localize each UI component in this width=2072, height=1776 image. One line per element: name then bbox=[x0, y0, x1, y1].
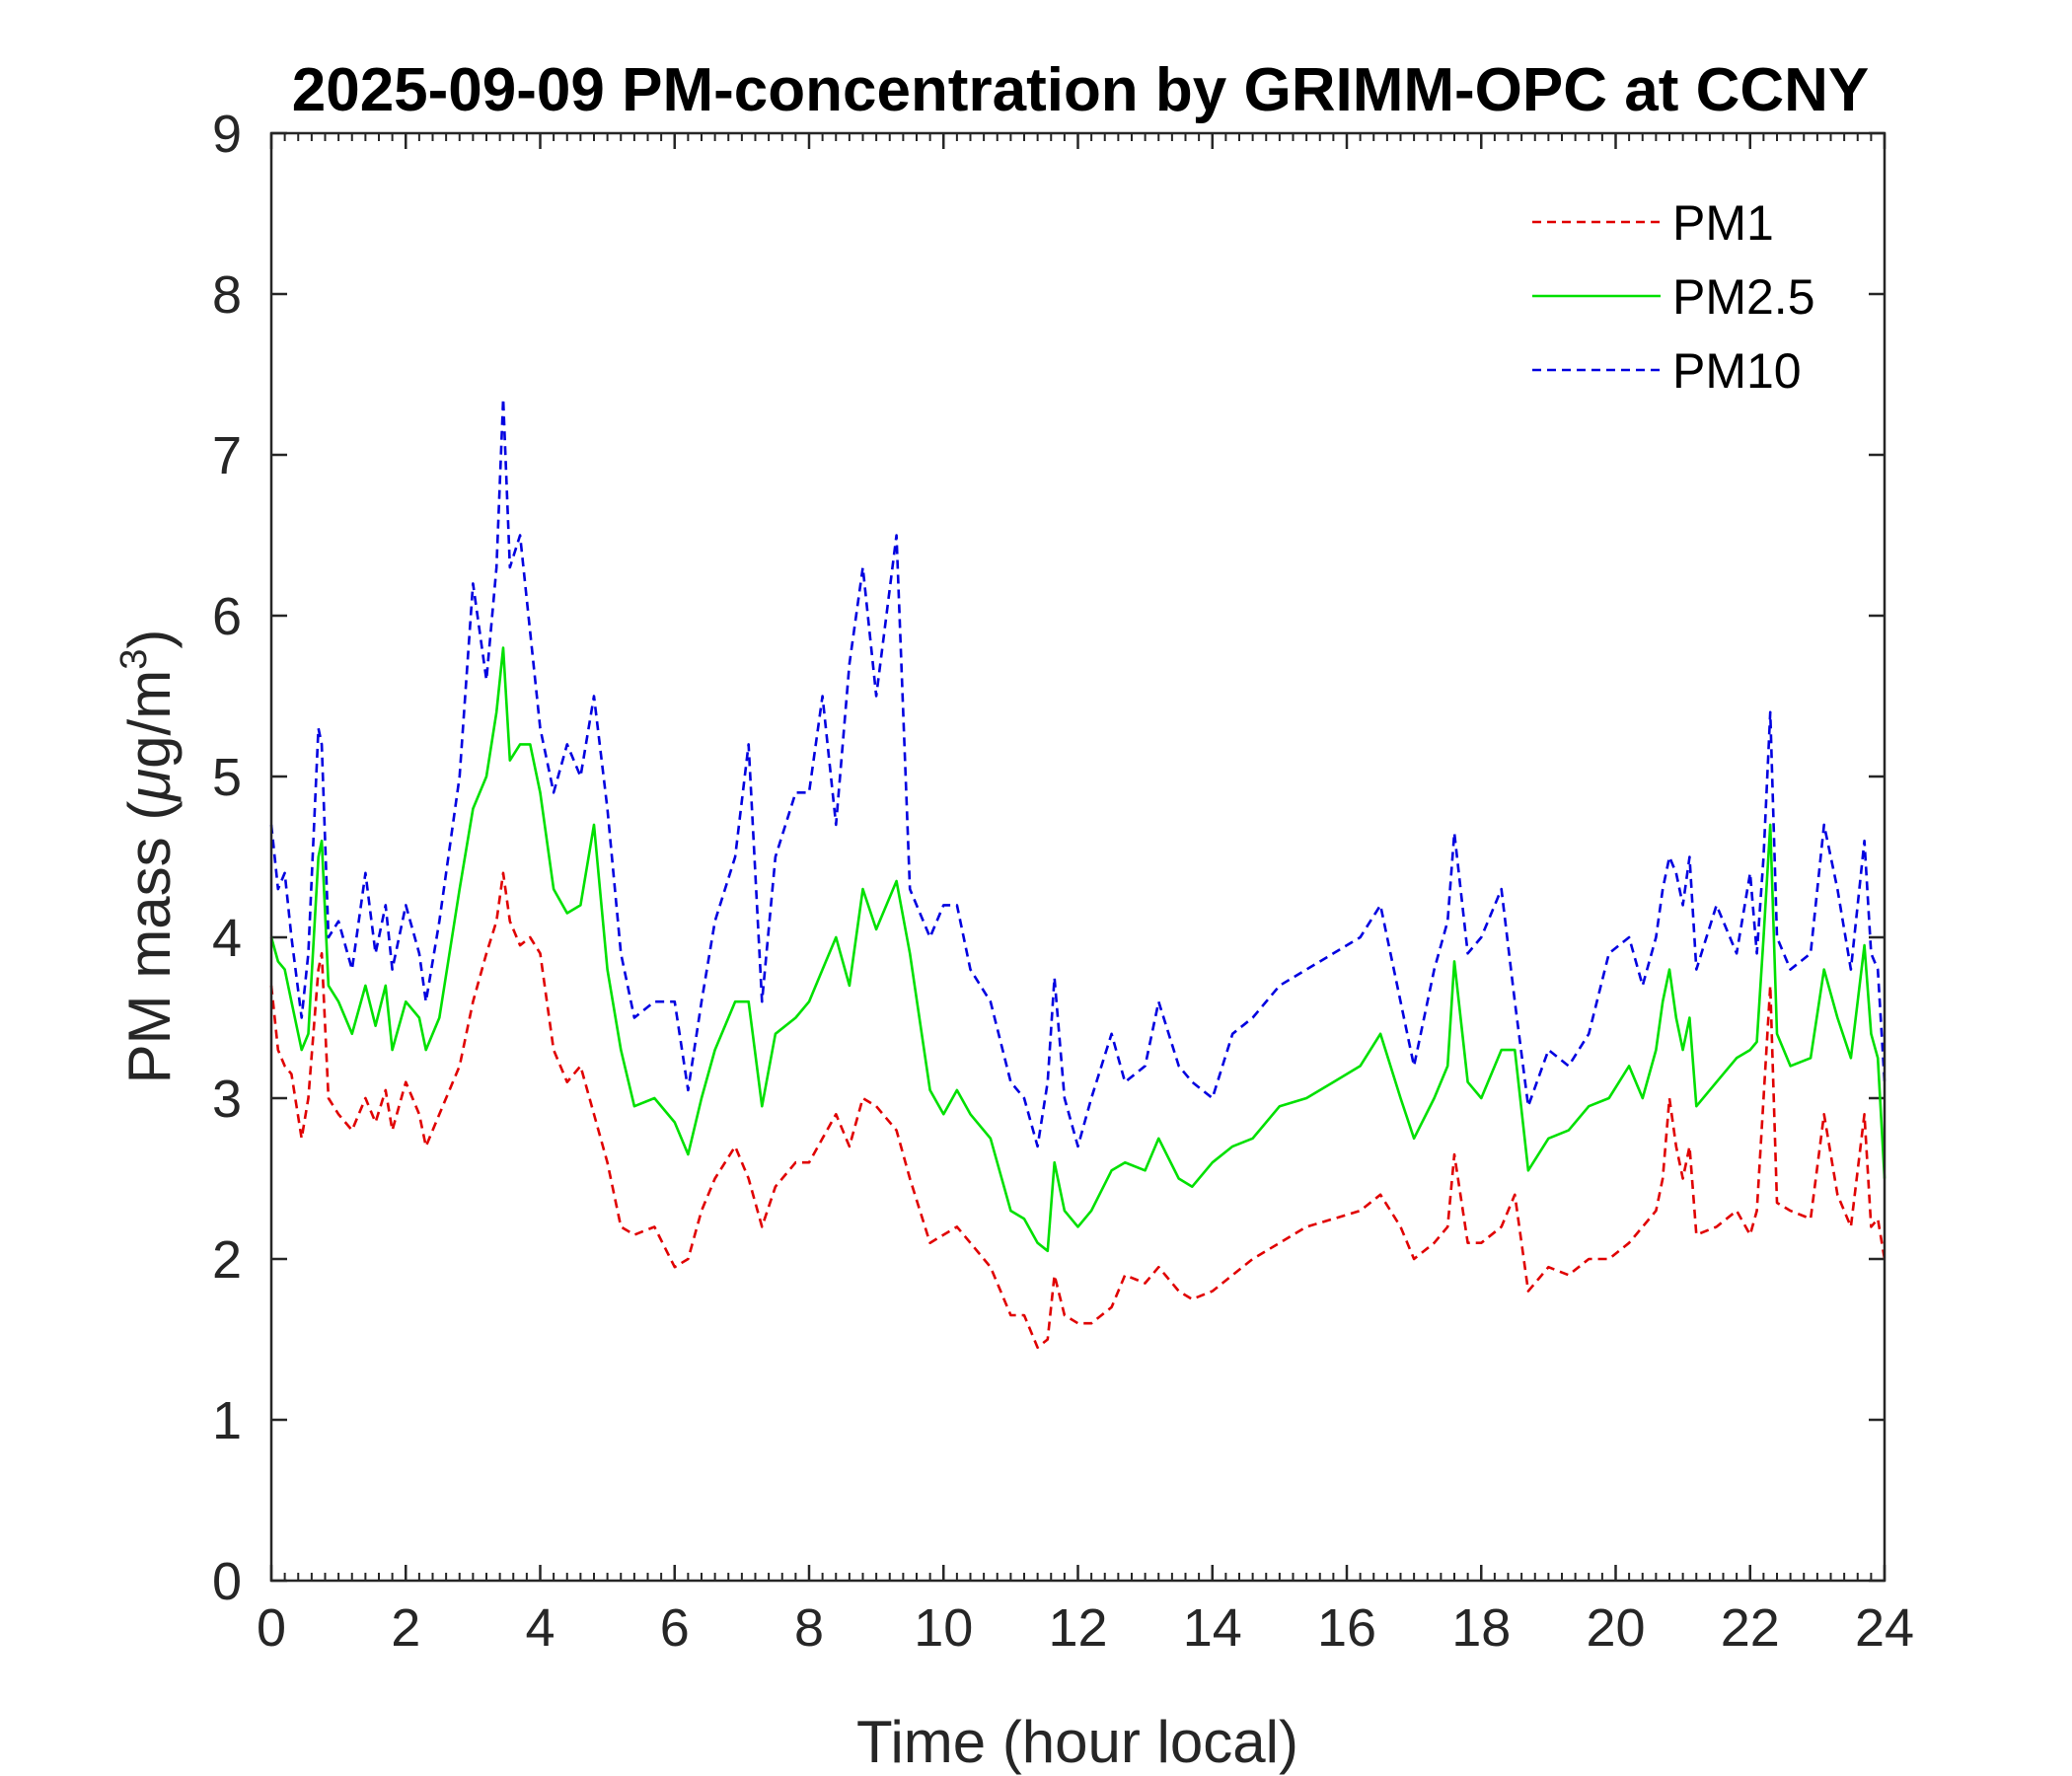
legend-label: PM1 bbox=[1672, 195, 1774, 251]
y-axis-title: PM mass (μg/m3) bbox=[113, 629, 183, 1084]
y-tick-label: 4 bbox=[212, 909, 242, 968]
y-tick-labels: 0 1 2 3 4 5 6 7 8 9 bbox=[212, 105, 242, 1611]
x-tick-label: 6 bbox=[660, 1598, 690, 1658]
series-line-pm1 bbox=[269, 871, 1887, 1349]
y-axis-title-unit: g/m bbox=[116, 670, 183, 769]
y-tick-label: 7 bbox=[212, 426, 242, 485]
series-line-pm10 bbox=[269, 397, 1887, 1148]
x-axis-title: Time (hour local) bbox=[856, 1709, 1298, 1775]
y-tick-label: 1 bbox=[212, 1391, 242, 1450]
y-axis-title-prefix: PM mass ( bbox=[116, 801, 183, 1084]
y-tick-label: 3 bbox=[212, 1070, 242, 1129]
plot-frame bbox=[269, 131, 1887, 1583]
x-tick-label: 0 bbox=[257, 1598, 286, 1658]
x-tick-label: 14 bbox=[1183, 1598, 1242, 1658]
y-axis-title-mu: μ bbox=[116, 769, 183, 803]
x-tick-label: 12 bbox=[1048, 1598, 1107, 1658]
x-tick-label: 8 bbox=[794, 1598, 824, 1658]
legend-label: PM2.5 bbox=[1672, 269, 1815, 325]
y-axis-title-sup: 3 bbox=[113, 649, 155, 670]
y-tick-label: 8 bbox=[212, 265, 242, 325]
x-tick-label: 4 bbox=[525, 1598, 555, 1658]
legend-label: PM10 bbox=[1672, 343, 1802, 399]
y-tick-label: 9 bbox=[212, 105, 242, 164]
y-tick-label: 5 bbox=[212, 748, 242, 807]
y-axis-title-suffix: ) bbox=[116, 629, 183, 649]
x-tick-label: 20 bbox=[1586, 1598, 1645, 1658]
x-tick-label: 10 bbox=[914, 1598, 973, 1658]
chart-title: 2025-09-09 PM-concentration by GRIMM-OPC… bbox=[292, 56, 1870, 124]
x-tick-label: 18 bbox=[1451, 1598, 1511, 1658]
x-tick-label: 22 bbox=[1721, 1598, 1780, 1658]
x-tick-labels: 0 2 4 6 8 10 12 14 16 18 20 22 24 bbox=[257, 1598, 1914, 1658]
series-layer bbox=[269, 397, 1887, 1349]
y-tick-label: 0 bbox=[212, 1552, 242, 1611]
series-line-pm2-5 bbox=[269, 646, 1887, 1253]
y-tick-label: 6 bbox=[212, 587, 242, 646]
x-tick-label: 16 bbox=[1317, 1598, 1376, 1658]
x-tick-label: 24 bbox=[1855, 1598, 1914, 1658]
x-tick-label: 2 bbox=[391, 1598, 420, 1658]
y-tick-label: 2 bbox=[212, 1230, 242, 1290]
legend: PM1 PM2.5 PM10 bbox=[1532, 195, 1815, 399]
minor-ticks bbox=[283, 133, 1873, 1581]
